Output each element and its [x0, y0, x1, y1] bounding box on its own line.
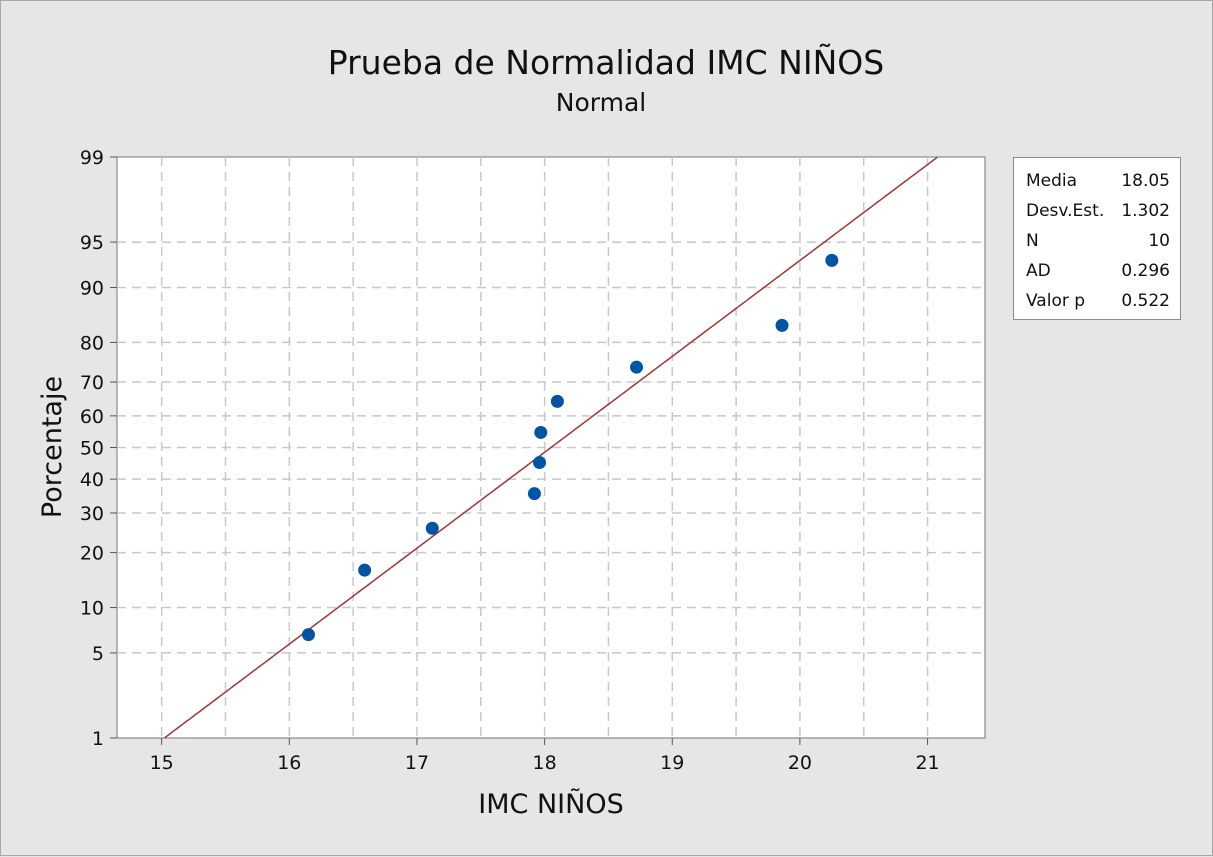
x-tick-label: 19 [660, 752, 684, 774]
stat-row-desv-est: Desv.Est. 1.302 [1026, 196, 1170, 226]
x-tick-label: 21 [915, 752, 939, 774]
stat-label: Desv.Est. [1026, 201, 1105, 221]
grid-lines [117, 157, 985, 738]
data-point [527, 487, 541, 501]
data-point [425, 521, 439, 535]
stat-row-ad: AD 0.296 [1026, 256, 1170, 286]
data-point [534, 425, 548, 439]
y-tick-label: 20 [80, 543, 104, 565]
fit-line-group [164, 156, 938, 739]
x-tick-label: 17 [405, 752, 429, 774]
stat-label: N [1026, 231, 1039, 251]
data-point [301, 628, 315, 642]
stat-row-n: N 10 [1026, 226, 1170, 256]
y-tick-label: 30 [80, 503, 104, 525]
statistics-box: Media 18.05 Desv.Est. 1.302 N 10 AD 0.29… [1013, 157, 1181, 320]
y-tick-label: 99 [80, 147, 104, 169]
stat-value: 0.296 [1121, 261, 1170, 281]
stat-value: 10 [1148, 231, 1170, 251]
y-tick-label: 90 [80, 277, 104, 299]
y-tick-label: 5 [92, 643, 104, 665]
stat-label: Valor p [1026, 291, 1086, 311]
chart-title: Prueba de Normalidad IMC NIÑOS [328, 43, 884, 82]
y-tick-label: 60 [80, 406, 104, 428]
chart-subtitle: Normal [556, 88, 646, 117]
x-tick-label: 18 [533, 752, 557, 774]
y-tick-label: 40 [80, 469, 104, 491]
stat-value: 1.302 [1121, 201, 1170, 221]
y-tick-label: 95 [80, 232, 104, 254]
y-axis-label: Porcentaje [37, 376, 68, 518]
fit-line [164, 156, 938, 739]
stat-value: 0.522 [1121, 291, 1170, 311]
data-points [301, 253, 839, 642]
x-tick-label: 16 [277, 752, 301, 774]
data-point [825, 253, 839, 267]
x-axis-label: IMC NIÑOS [478, 788, 623, 820]
data-point [550, 394, 564, 408]
y-tick-label: 50 [80, 438, 104, 460]
stat-row-valor-p: Valor p 0.522 [1026, 286, 1170, 316]
x-tick-label: 15 [150, 752, 174, 774]
stat-label: Media [1026, 171, 1078, 191]
data-point [533, 456, 547, 470]
data-point [775, 318, 789, 332]
y-tick-label: 10 [80, 598, 104, 620]
data-point [358, 563, 372, 577]
y-tick-label: 80 [80, 332, 104, 354]
x-tick-label: 20 [788, 752, 812, 774]
stat-row-media: Media 18.05 [1026, 166, 1170, 196]
data-point [630, 360, 644, 374]
y-tick-label: 1 [92, 728, 104, 750]
stat-value: 18.05 [1121, 171, 1170, 191]
stat-label: AD [1026, 261, 1051, 281]
y-tick-label: 70 [80, 372, 104, 394]
